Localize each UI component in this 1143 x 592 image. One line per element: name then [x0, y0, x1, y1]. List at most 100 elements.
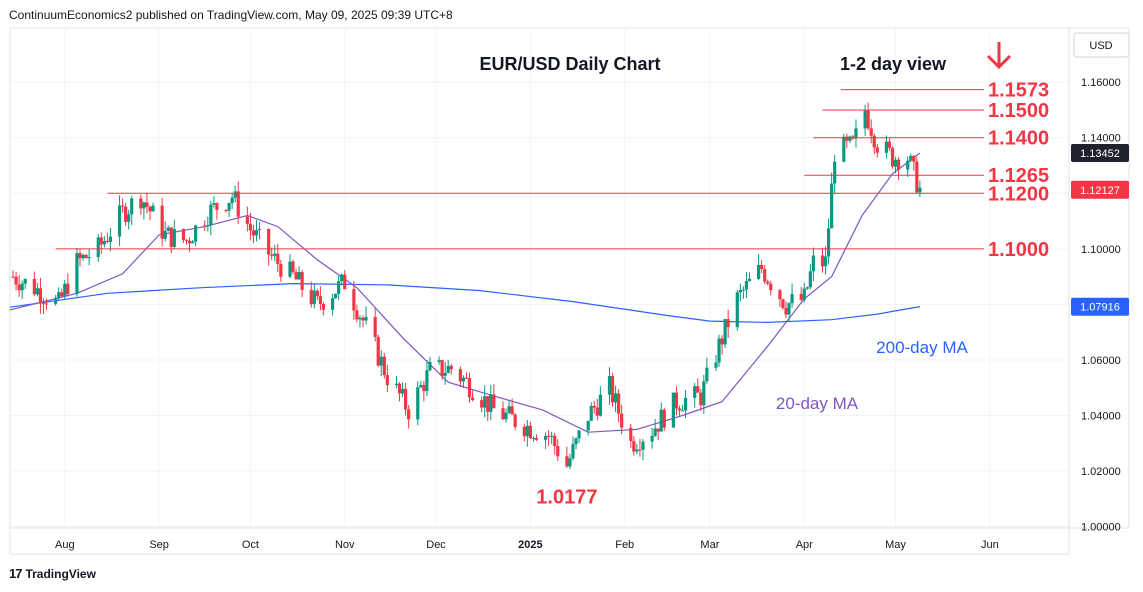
candle-body: [428, 361, 432, 371]
candle-body: [613, 393, 618, 403]
candle-body: [379, 356, 383, 366]
candle-body: [650, 435, 654, 442]
candle-body: [44, 303, 49, 305]
candle-body: [854, 128, 858, 139]
publisher-line: ContinuumEconomics2 published on Trading…: [9, 8, 453, 22]
candle-body: [404, 388, 408, 410]
candle-body: [513, 414, 517, 427]
candle-body: [656, 428, 660, 432]
candle-body: [507, 406, 511, 413]
candle-body: [105, 241, 109, 243]
candle-body: [54, 298, 58, 304]
candle-body: [480, 400, 484, 408]
candle-body: [297, 272, 301, 280]
candle-body: [738, 289, 742, 293]
price-axis: [1068, 27, 1130, 529]
candle-body: [763, 269, 767, 282]
candle-body: [470, 397, 475, 401]
candle-body: [525, 425, 529, 437]
candle-body: [875, 147, 879, 153]
candle-body: [187, 240, 192, 244]
candle-body: [869, 128, 873, 136]
price-tag-label: 1.13452: [1080, 148, 1120, 160]
candle-body: [896, 159, 901, 170]
candle-body: [693, 386, 697, 398]
candle-body: [41, 303, 46, 305]
candle-body: [574, 438, 578, 445]
price-tag: [1071, 143, 1129, 162]
candle-body: [906, 160, 910, 170]
candle-body: [245, 216, 249, 224]
candle-body: [206, 225, 210, 227]
candle-body: [781, 299, 785, 308]
candle-body: [394, 383, 399, 386]
candle-body: [14, 276, 18, 285]
candle-body: [358, 317, 362, 320]
candle-body: [726, 319, 730, 328]
candle-body: [291, 261, 295, 273]
time-axis: [9, 527, 1070, 555]
brand-name: TradingView: [25, 566, 96, 581]
candle-body: [364, 316, 368, 321]
candle-body: [486, 396, 490, 412]
candle-body: [184, 239, 189, 241]
candle-body: [607, 376, 612, 395]
candle-body: [699, 392, 703, 406]
candle-body: [130, 198, 134, 215]
candle-body: [586, 420, 590, 431]
candle-body: [556, 446, 560, 457]
candle-body: [553, 435, 557, 447]
candle-body: [589, 405, 593, 421]
candle-body: [662, 409, 666, 428]
candle-body: [659, 409, 663, 432]
candle-body: [352, 289, 356, 311]
candle-body: [744, 281, 749, 290]
candle-body: [543, 435, 548, 440]
candle-body: [267, 229, 271, 255]
candle-body: [425, 370, 429, 392]
candle-body: [108, 236, 113, 242]
candle-body: [674, 392, 679, 409]
candle-body: [778, 290, 782, 300]
candle-body: [248, 223, 253, 231]
ma200-label: 200-day MA: [876, 338, 968, 357]
candle-body: [653, 428, 657, 436]
candle-body: [823, 256, 828, 267]
candle-body: [276, 253, 280, 265]
candle-body: [57, 292, 61, 299]
candle-body: [501, 408, 505, 420]
candle-body: [446, 365, 450, 373]
y-tick-label: 1.14000: [1081, 133, 1121, 145]
candle-body: [808, 271, 812, 288]
candle-body: [66, 283, 70, 295]
candle-body: [735, 292, 739, 328]
candle-body: [610, 376, 615, 403]
candle-body: [893, 159, 898, 167]
candle-body: [300, 272, 304, 290]
candle-body: [419, 384, 423, 388]
y-tick-label: 1.04000: [1081, 411, 1121, 423]
candle-body: [343, 274, 347, 290]
candle-body: [139, 198, 143, 209]
x-tick-label: Nov: [335, 539, 355, 551]
candle-body: [680, 410, 685, 412]
chart-title: EUR/USD Daily Chart: [479, 54, 660, 74]
candle-body: [163, 230, 167, 239]
candle-body: [257, 229, 262, 231]
candle-body: [568, 458, 572, 467]
candle-body: [355, 310, 359, 320]
level-label: 1.1000: [988, 239, 1049, 261]
candle-body: [96, 237, 100, 257]
candle-body: [845, 136, 849, 141]
candle-body: [224, 209, 228, 211]
candle-body: [318, 296, 322, 304]
candle-body: [337, 281, 341, 294]
candle-body: [400, 388, 405, 394]
candle-body: [120, 205, 125, 207]
candle-body: [696, 386, 700, 393]
candle-body: [78, 253, 82, 259]
candle-body: [160, 205, 164, 239]
x-tick-label: Mar: [700, 539, 719, 551]
candle-body: [641, 441, 645, 450]
